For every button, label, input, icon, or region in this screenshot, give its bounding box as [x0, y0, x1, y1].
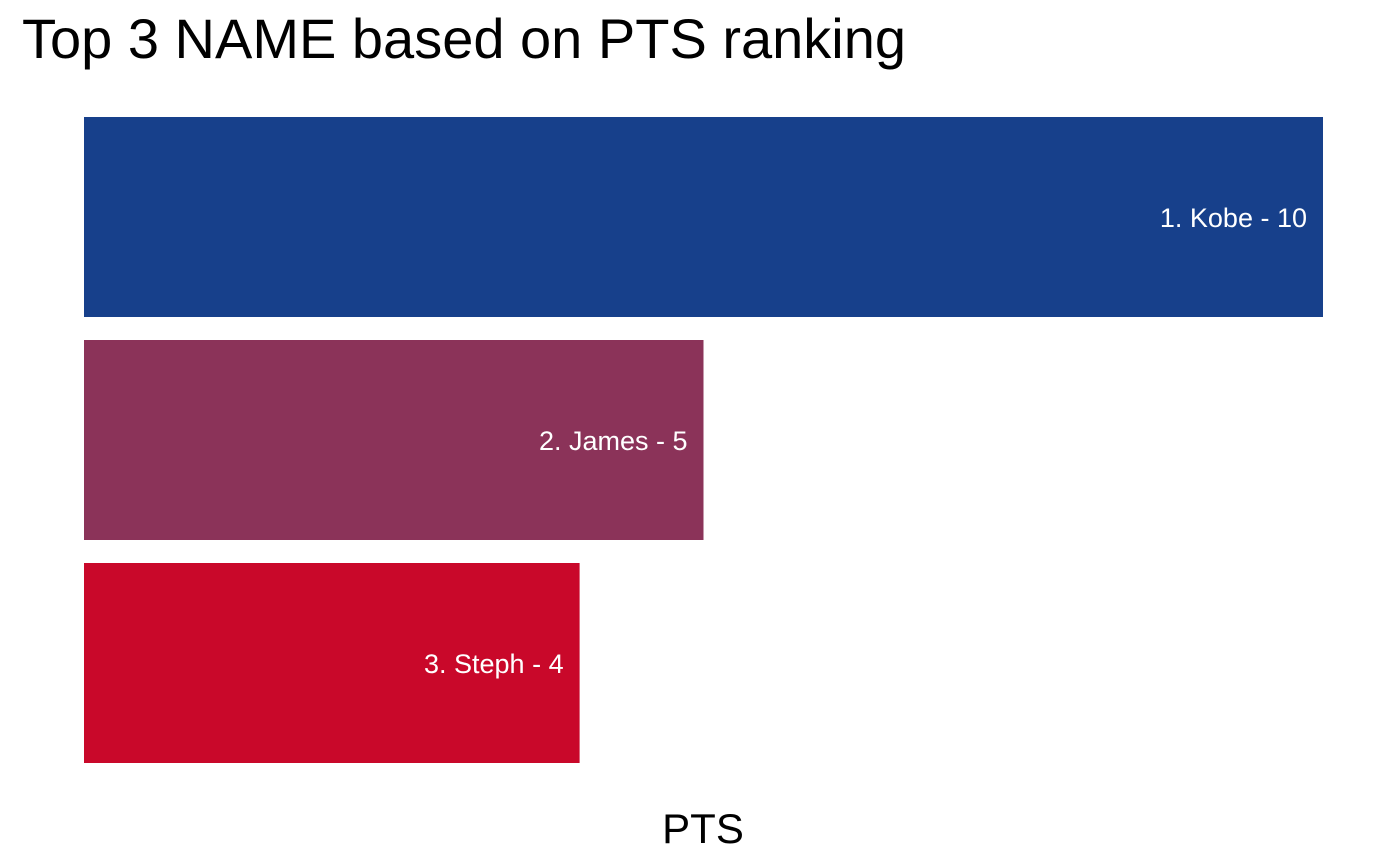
chart-title: Top 3 NAME based on PTS ranking: [22, 7, 906, 70]
bars-group: 1. Kobe - 10 2. James - 5 3. Steph - 4: [84, 117, 1323, 763]
bar-label-james: 2. James - 5: [539, 426, 688, 456]
bar-steph: [84, 563, 580, 763]
bar-kobe: [84, 117, 1323, 317]
bar-label-steph: 3. Steph - 4: [424, 649, 564, 679]
bar-james: [84, 340, 704, 540]
bar-label-kobe: 1. Kobe - 10: [1160, 203, 1307, 233]
x-axis-label: PTS: [662, 805, 744, 852]
